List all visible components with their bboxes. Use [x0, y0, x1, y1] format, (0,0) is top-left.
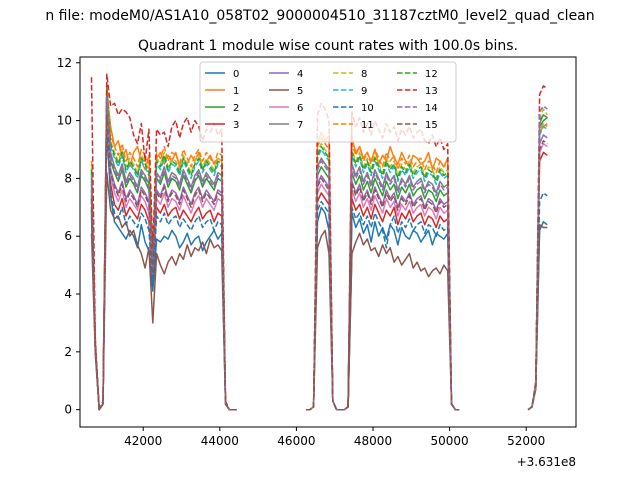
series-13-line [90, 73, 237, 411]
series-12-line [90, 88, 237, 411]
y-tick-label: 8 [64, 171, 72, 185]
series-0-line [90, 125, 237, 411]
series-6-line [347, 189, 460, 411]
series-5 [90, 171, 548, 411]
legend-label-1: 1 [233, 86, 239, 97]
series-14 [90, 96, 548, 411]
x-axis: 42000 44000 46000 48000 50000 52000 [124, 427, 545, 448]
series-8-line [347, 148, 460, 411]
series-11-line [347, 142, 460, 411]
series-15 [90, 114, 548, 411]
series-10-line [90, 128, 237, 411]
series-4-line [90, 108, 237, 411]
legend-label-8: 8 [361, 69, 367, 80]
y-tick-label: 0 [64, 403, 72, 417]
series-12-line [347, 151, 460, 411]
legend-label-2: 2 [233, 103, 239, 114]
series-0-line [347, 212, 460, 411]
series-14-line [347, 166, 460, 411]
legend-label-6: 6 [297, 103, 303, 114]
x-tick-label: 50000 [431, 434, 469, 448]
legend-label-13: 13 [425, 86, 438, 97]
series-10-line [306, 200, 353, 411]
legend-label-3: 3 [233, 120, 239, 131]
series-2-line [347, 171, 460, 411]
legend-label-12: 12 [425, 69, 438, 80]
series-6-line [90, 116, 237, 411]
legend-label-7: 7 [297, 120, 303, 131]
series-9-line [347, 154, 460, 411]
series-3-line [90, 122, 237, 411]
series-lines [90, 73, 548, 411]
legend-frame [199, 61, 457, 143]
y-tick-label: 10 [57, 114, 72, 128]
series-7-line [347, 163, 460, 411]
series-1-line [90, 90, 237, 411]
x-tick-label: 42000 [124, 434, 162, 448]
y-tick-label: 6 [64, 229, 72, 243]
series-5-line [90, 171, 237, 411]
legend-label-11: 11 [361, 120, 374, 131]
series-14-line [306, 160, 353, 411]
series-4-line [347, 180, 460, 411]
series-8-line [90, 85, 237, 411]
legend-label-4: 4 [297, 69, 303, 80]
series-15-line [347, 183, 460, 411]
legend-label-10: 10 [361, 103, 374, 114]
legend-label-9: 9 [361, 86, 367, 97]
x-offset-text: +3.631e8 [517, 455, 576, 469]
series-15-line [527, 140, 548, 411]
x-tick-label: 48000 [354, 434, 392, 448]
y-axis: 0 2 4 6 8 10 12 [57, 56, 80, 417]
plot-frame [79, 56, 577, 428]
x-tick-label: 44000 [201, 434, 239, 448]
series-3-line [347, 197, 460, 411]
series-10-line [347, 206, 460, 411]
series-14-line [90, 96, 237, 411]
series-7-line [90, 93, 237, 411]
chart-title: Quadrant 1 module wise count rates with … [138, 38, 518, 54]
series-7-line [527, 114, 548, 411]
series-5-line [347, 232, 460, 411]
legend-label-5: 5 [297, 86, 303, 97]
series-11-line [90, 82, 237, 411]
series-5-line [306, 229, 353, 411]
series-15-line [90, 114, 237, 411]
y-tick-label: 2 [64, 345, 72, 359]
figure-suptitle: n file: modeM0/AS1A10_058T02_9000004510_… [45, 8, 594, 24]
x-tick-label: 46000 [277, 434, 315, 448]
y-tick-label: 4 [64, 287, 72, 301]
legend-label-0: 0 [233, 69, 239, 80]
series-15-line [306, 177, 353, 411]
legend-label-15: 15 [425, 120, 438, 131]
legend-label-14: 14 [425, 103, 438, 114]
x-tick-label: 52000 [507, 434, 545, 448]
y-tick-label: 12 [57, 56, 72, 70]
